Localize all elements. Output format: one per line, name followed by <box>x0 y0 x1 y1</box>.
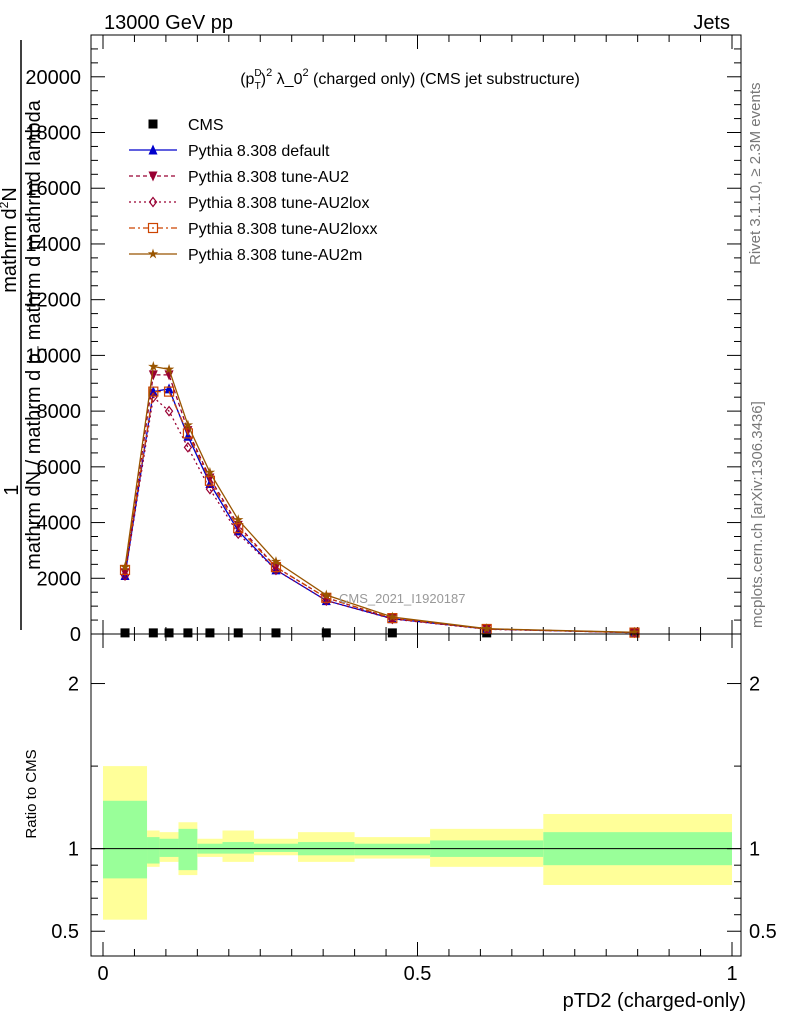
ratio-tick-label-right: 2 <box>749 674 760 696</box>
plot-title: (pD T)2 λ_02 (charged only) (CMS jet subs… <box>240 67 580 92</box>
ratio-band-green <box>178 828 198 871</box>
y-label-one: 1 <box>1 484 23 495</box>
y-tick-label: 2000 <box>37 568 82 590</box>
y-tick-label: 12000 <box>25 290 81 312</box>
legend-label: Pythia 8.308 tune-AU2lox <box>188 195 369 212</box>
series-point <box>270 556 282 567</box>
cms-data-point <box>233 628 243 638</box>
y-tick-label: 0 <box>70 624 81 646</box>
series-point <box>387 611 398 622</box>
cms-data-point <box>183 628 193 638</box>
side-text-rivet: Rivet 3.1.10, ≥ 2.3M events <box>747 83 764 266</box>
y-tick-label: 4000 <box>37 513 82 535</box>
cms-data-point <box>205 628 215 638</box>
series-point <box>148 370 158 381</box>
legend-marker <box>148 119 158 129</box>
legend-label: Pythia 8.308 tune-AU2 <box>188 169 349 186</box>
header-left: 13000 GeV pp <box>104 12 233 34</box>
ratio-band-green <box>103 800 148 879</box>
y-tick-label: 10000 <box>25 345 81 367</box>
cms-data-point <box>321 628 331 638</box>
title-tail: (charged only) (CMS jet substructure) <box>309 71 580 88</box>
legend-label: Pythia 8.308 tune-AU2m <box>188 247 362 264</box>
series-point <box>233 514 244 525</box>
header-right: Jets <box>693 12 730 34</box>
series-point <box>164 383 174 394</box>
title-sq1: 2 <box>266 67 272 79</box>
cms-data-point <box>387 628 397 638</box>
title-sq2: 2 <box>302 67 308 79</box>
x-tick-label: 0 <box>97 963 108 985</box>
y-tick-label: 20000 <box>25 67 81 89</box>
series-point <box>148 386 158 397</box>
series-point <box>163 386 175 397</box>
ratio-band-green <box>222 842 254 854</box>
cms-data-point <box>148 628 158 638</box>
ratio-panel: 0 0.5 1 0.5 0.5 1 1 2 2 <box>51 633 777 985</box>
ratio-band-green <box>253 843 298 852</box>
title-rest: ) <box>261 71 266 88</box>
ratio-tick-label: 2 <box>68 674 79 696</box>
y-tick-label: 8000 <box>37 401 82 423</box>
side-text-mcplots: mcplots.cern.ch [arXiv:1306.3436] <box>749 401 766 628</box>
x-tick-label: 0.5 <box>404 963 432 985</box>
main-panel: 0 2000 4000 6000 8000 10000 12000 14000 16000 180… <box>25 34 742 646</box>
legend-label: Pythia 8.308 tune-AU2loxx <box>188 221 377 238</box>
ratio-tick-label: 1 <box>68 839 79 861</box>
y-axis-label-ratio: Ratio to CMS <box>23 749 40 838</box>
y-tick-label: 16000 <box>25 178 81 200</box>
series-point <box>204 466 216 477</box>
analysis-watermark: CMS_2021_I1920187 <box>339 591 466 606</box>
series-point <box>182 419 194 430</box>
ratio-band-green <box>147 837 160 864</box>
y-axis-label-main: 1 mathrm d2N mathrm dN / mathrm d pT mat… <box>0 40 49 630</box>
ratio-tick-label-right: 1 <box>749 839 760 861</box>
series-point <box>629 626 640 637</box>
series-point <box>183 441 193 453</box>
series-point <box>481 623 492 634</box>
title-sup-d: D <box>254 68 261 79</box>
series-point <box>148 386 159 397</box>
legend: CMS Pythia 8.308 default Pythia 8.308 tune… <box>129 117 377 264</box>
title-mid: λ_0 <box>272 71 302 88</box>
series-point <box>233 523 244 534</box>
cms-data-point <box>120 628 130 638</box>
title-sub: T <box>255 81 261 92</box>
series-point <box>148 361 159 371</box>
series-line <box>124 390 635 634</box>
cms-data-point <box>271 628 281 638</box>
series-point <box>163 363 175 374</box>
legend-marker <box>148 171 158 182</box>
ratio-band-green <box>159 838 179 857</box>
ratio-frame <box>90 633 742 957</box>
legend-label: CMS <box>188 117 224 134</box>
y-tick-label: 6000 <box>37 457 82 479</box>
y-tick-label: 18000 <box>25 123 81 145</box>
ratio-band-green <box>354 843 431 856</box>
series-point <box>119 561 131 572</box>
series-point <box>164 405 174 417</box>
y-tick-label: 14000 <box>25 234 81 256</box>
legend-marker <box>147 248 159 259</box>
y-label-denominator: mathrm dN / mathrm d pT mathrm d mathrmd… <box>23 99 49 570</box>
y-label-numerator: mathrm d2N <box>0 187 21 293</box>
x-axis-label: pTD2 (charged-only) <box>563 990 746 1012</box>
series-point <box>205 483 215 495</box>
series-point <box>321 589 332 600</box>
legend-marker <box>148 144 158 155</box>
legend-label: Pythia 8.308 default <box>188 143 330 160</box>
x-tick-label: 1 <box>726 963 737 985</box>
legend-marker <box>147 222 159 234</box>
ratio-tick-label-right: 0.5 <box>749 921 777 943</box>
title-base: (p <box>240 71 254 88</box>
ratio-tick-label: 0.5 <box>51 921 79 943</box>
cms-data-point <box>164 628 174 638</box>
legend-marker <box>148 196 158 208</box>
